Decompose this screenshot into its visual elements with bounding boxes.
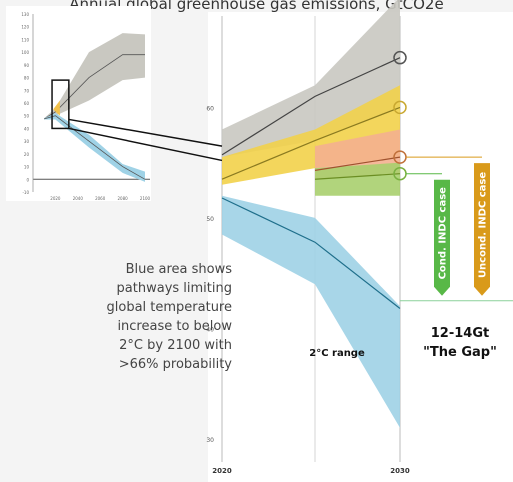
zoom-connector-line bbox=[68, 127, 223, 162]
band-3 bbox=[315, 162, 400, 196]
description-line: increase to below bbox=[117, 319, 232, 334]
inset-y-tick-label: 120 bbox=[21, 25, 29, 30]
endpoint-marker-1 bbox=[393, 100, 407, 115]
x-tick-label: 2030 bbox=[390, 467, 410, 475]
series-line-3 bbox=[314, 173, 401, 180]
cond-indc-label: Cond. INDC case bbox=[438, 187, 449, 280]
inset-y-tick-label: 80 bbox=[24, 76, 30, 81]
inset-y-tick-label: 10 bbox=[24, 165, 30, 170]
zoom-connector-line bbox=[68, 118, 223, 147]
inset-y-tick-label: 110 bbox=[21, 37, 29, 42]
description-line: pathways limiting bbox=[116, 281, 232, 296]
cond-indc-bar bbox=[434, 179, 450, 296]
inset-x-tick-label: 2060 bbox=[95, 196, 106, 201]
inset-x-tick-label: 2040 bbox=[73, 196, 84, 201]
inset-y-tick-label: 0 bbox=[26, 177, 29, 182]
gap-amount-label: 12-14Gt bbox=[431, 326, 489, 341]
inset-y-tick-label: 40 bbox=[24, 126, 30, 131]
inset-y-tick-label: 130 bbox=[21, 12, 29, 17]
x-tick-label: 2020 bbox=[212, 467, 232, 475]
inset-y-tick-label: 90 bbox=[24, 63, 30, 68]
endpoint-marker-0 bbox=[393, 50, 407, 65]
description-line: Blue area shows bbox=[125, 262, 232, 277]
inset-y-tick-label: 100 bbox=[21, 50, 29, 55]
inset-y-tick-label: -10 bbox=[22, 190, 29, 195]
series-line-0 bbox=[221, 57, 401, 156]
series-line-2 bbox=[314, 156, 401, 171]
inset-y-tick-label: 60 bbox=[24, 101, 30, 106]
inset-y-tick-label: 20 bbox=[24, 152, 30, 157]
gap-name-label: "The Gap" bbox=[423, 345, 497, 360]
y-tick-label: 60 bbox=[206, 105, 214, 112]
y-tick-label: 30 bbox=[206, 437, 214, 444]
inset-yellow-band bbox=[53, 100, 60, 116]
uncond-indc-label: Uncond. INDC case bbox=[478, 172, 489, 278]
inset-x-tick-label: 2100 bbox=[140, 196, 151, 201]
inset-x-tick-label: 2080 bbox=[118, 196, 129, 201]
inset-y-tick-label: 70 bbox=[24, 88, 30, 93]
inset-zoom-box bbox=[51, 79, 70, 130]
inset-y-tick-label: 50 bbox=[24, 114, 30, 119]
inset-x-tick-label: 2020 bbox=[50, 196, 61, 201]
chart-title: Annual global greenhouse gas emissions, … bbox=[69, 0, 444, 13]
y-tick-label: 70 bbox=[206, 0, 214, 2]
range-label: 2°C range bbox=[309, 348, 365, 359]
description-line: 2°C by 2100 with bbox=[119, 338, 232, 353]
series-line-1 bbox=[221, 106, 401, 180]
series-line-4 bbox=[221, 197, 401, 309]
y-tick-label: 50 bbox=[206, 216, 214, 223]
uncond-indc-bar bbox=[474, 163, 490, 296]
inset-y-tick-label: 30 bbox=[24, 139, 30, 144]
y-tick-label: 40 bbox=[206, 326, 214, 333]
description-line: >66% probability bbox=[118, 357, 232, 372]
description-line: global temperature bbox=[106, 300, 233, 315]
band-4 bbox=[222, 195, 400, 428]
